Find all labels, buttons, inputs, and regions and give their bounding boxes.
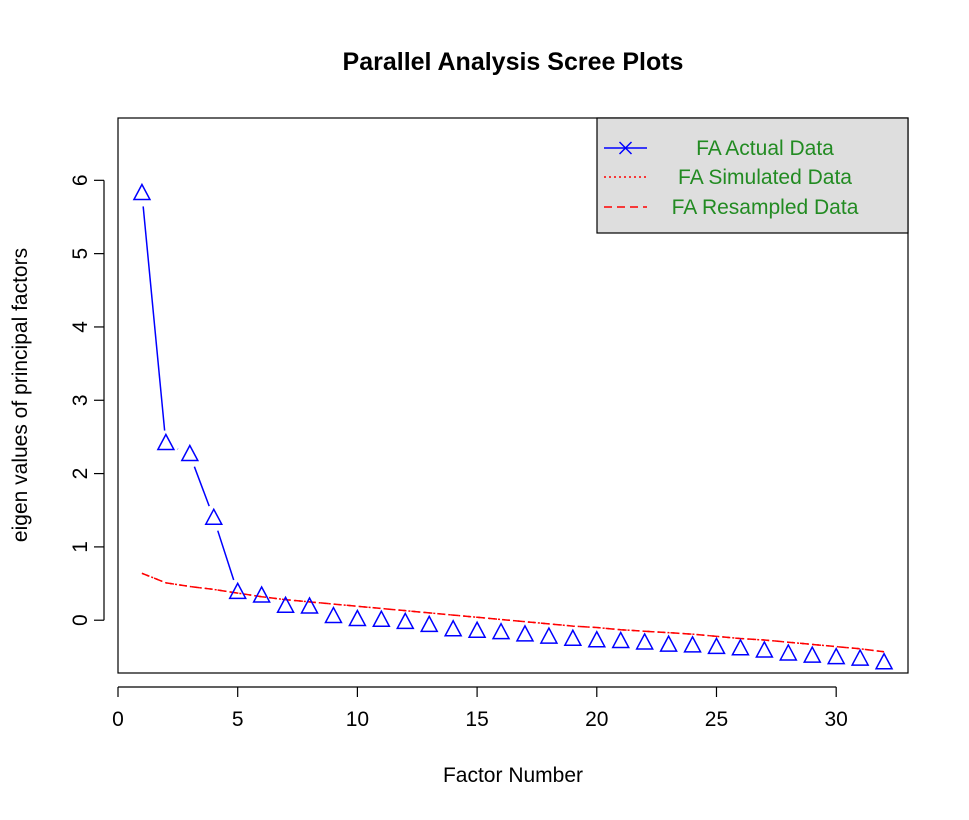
data-point-actual (156, 432, 176, 451)
data-point-actual (419, 614, 439, 633)
data-point-actual (850, 648, 870, 666)
data-point-actual (635, 632, 654, 650)
x-tick-label: 10 (346, 708, 369, 731)
y-tick-label: 6 (69, 174, 92, 186)
chart-title: Parallel Analysis Scree Plots (343, 48, 684, 76)
data-point-actual (874, 652, 894, 670)
data-point-actual (659, 634, 678, 652)
data-point-actual (180, 443, 200, 462)
data-point-actual (324, 605, 343, 624)
data-point-actual (779, 643, 798, 661)
data-point-actual (204, 507, 224, 526)
y-tick-label: 4 (69, 321, 92, 333)
legend-marker-x-icon (618, 141, 633, 155)
y-tick-label: 5 (69, 248, 92, 260)
y-axis-label: eigen values of principal factors (9, 248, 32, 542)
legend-label: FA Resampled Data (672, 196, 859, 219)
series-segment-actual (142, 206, 166, 431)
data-point-actual (563, 628, 583, 647)
plot-frame (117, 117, 909, 674)
data-point-actual (228, 581, 247, 600)
x-tick-label: 15 (465, 708, 488, 731)
plot-area: 0 5 10 15 20 25 30 0 1 2 3 4 5 6 (69, 117, 909, 731)
y-tick-label: 2 (69, 468, 92, 480)
series-segment-actual (217, 530, 235, 581)
x-tick-label: 20 (585, 708, 608, 731)
legend-box (596, 117, 909, 234)
x-tick-label: 25 (705, 708, 728, 731)
data-point-actual (683, 635, 702, 653)
series-line-resampled (141, 572, 885, 653)
series-segment-actual (193, 466, 210, 507)
data-point-actual (707, 636, 726, 655)
data-point-actual (802, 645, 822, 663)
data-point-actual (515, 624, 535, 642)
data-point-actual (731, 638, 750, 656)
data-point-actual (587, 630, 607, 648)
legend-label: FA Simulated Data (678, 166, 852, 189)
data-point-actual (300, 596, 319, 614)
data-point-actual (491, 622, 511, 640)
legend: FA Actual Data FA Simulated Data FA Resamp… (596, 117, 909, 234)
data-point-actual (372, 609, 391, 627)
x-axis-label: Factor Number (443, 764, 583, 787)
data-point-actual (348, 608, 367, 627)
y-tick-label: 0 (69, 614, 92, 626)
legend-label: FA Actual Data (696, 137, 834, 160)
data-point-actual (443, 619, 463, 637)
x-tick-label: 5 (232, 708, 244, 731)
data-point-actual (252, 585, 271, 603)
data-point-actual (396, 611, 415, 630)
data-point-actual (611, 630, 630, 649)
data-point-actual (467, 620, 487, 638)
y-tick-label: 3 (69, 394, 92, 406)
data-point-actual (539, 626, 559, 644)
data-point-actual (755, 640, 774, 658)
x-tick-label: 0 (112, 708, 124, 731)
x-tick-label: 30 (825, 708, 848, 731)
data-point-actual (276, 595, 295, 614)
data-point-actual (132, 182, 152, 201)
series-line-simulated (141, 572, 885, 653)
y-tick-label: 1 (69, 541, 92, 553)
data-point-actual (826, 647, 846, 665)
